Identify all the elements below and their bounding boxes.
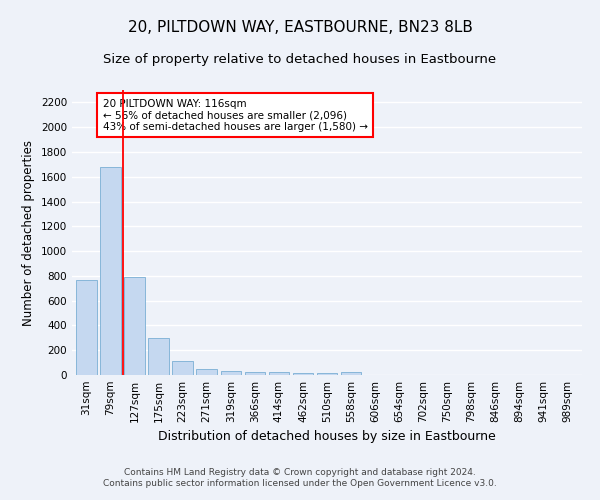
Text: Contains HM Land Registry data © Crown copyright and database right 2024.
Contai: Contains HM Land Registry data © Crown c…: [103, 468, 497, 487]
Bar: [172, 362, 193, 375]
Text: 20, PILTDOWN WAY, EASTBOURNE, BN23 8LB: 20, PILTDOWN WAY, EASTBOURNE, BN23 8LB: [128, 20, 472, 35]
X-axis label: Distribution of detached houses by size in Eastbourne: Distribution of detached houses by size …: [158, 430, 496, 444]
Bar: [76, 280, 97, 375]
Text: Size of property relative to detached houses in Eastbourne: Size of property relative to detached ho…: [103, 52, 497, 66]
Bar: [196, 370, 217, 375]
Bar: [269, 372, 289, 375]
Text: 20 PILTDOWN WAY: 116sqm
← 56% of detached houses are smaller (2,096)
43% of semi: 20 PILTDOWN WAY: 116sqm ← 56% of detache…: [103, 98, 368, 132]
Bar: [341, 372, 361, 375]
Bar: [148, 338, 169, 375]
Bar: [293, 372, 313, 375]
Y-axis label: Number of detached properties: Number of detached properties: [22, 140, 35, 326]
Bar: [221, 371, 241, 375]
Bar: [245, 372, 265, 375]
Bar: [317, 373, 337, 375]
Bar: [100, 167, 121, 375]
Bar: [124, 277, 145, 375]
